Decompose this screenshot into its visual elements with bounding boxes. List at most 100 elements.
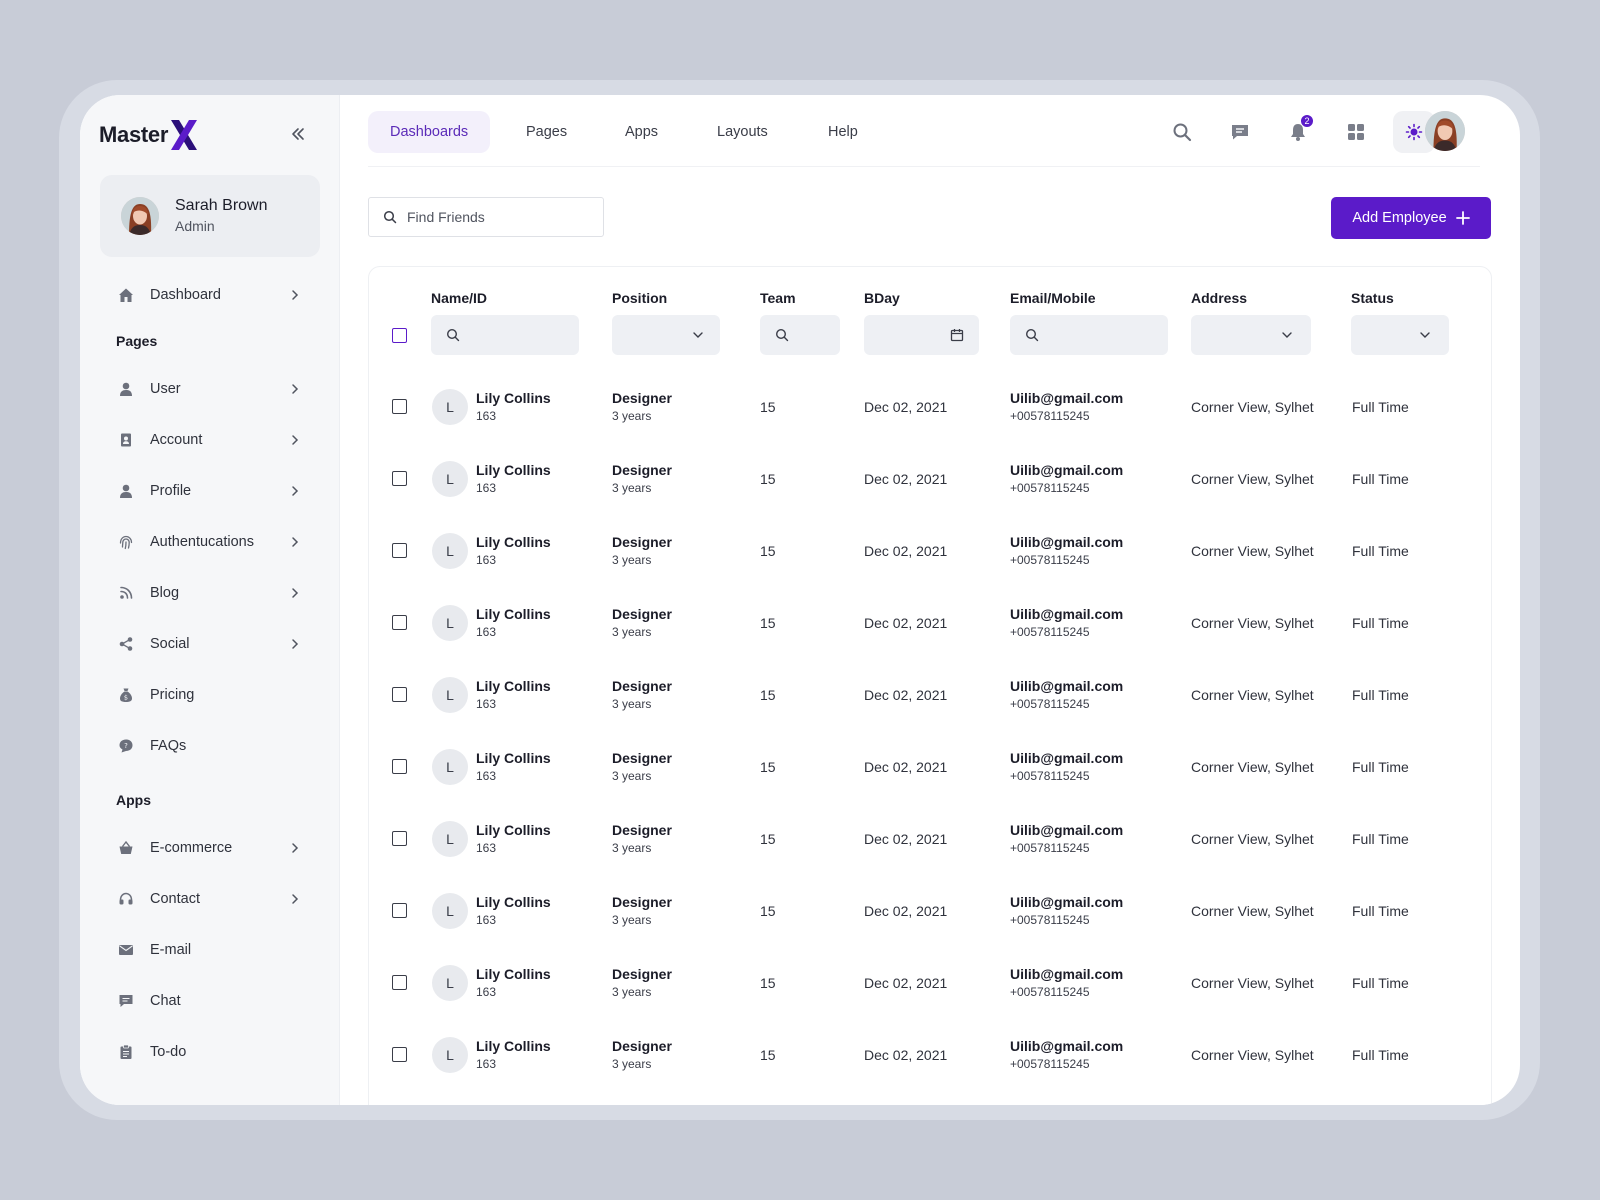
employee-mobile: +00578115245 [1010,913,1090,927]
table-row[interactable]: L Lily Collins 163 Designer 3 years 15 Dec 02,… [369,443,1493,515]
table-row[interactable]: L Lily Collins 163 Designer 3 years 15 Dec 02,… [369,587,1493,659]
tab-help[interactable]: Help [828,124,858,140]
column-header-address[interactable]: Address [1191,290,1248,306]
find-friends-input[interactable] [407,209,587,225]
name-filter-input[interactable] [431,315,579,355]
tab-pages[interactable]: Pages [526,124,568,140]
sidebar-item-account[interactable]: Account [117,428,307,452]
employee-name[interactable]: Lily Collins [476,966,551,982]
top-user-avatar[interactable] [1425,111,1465,151]
employee-name[interactable]: Lily Collins [476,822,551,838]
select-all-checkbox[interactable] [392,328,407,343]
collapse-sidebar-icon[interactable] [289,125,307,143]
row-checkbox[interactable] [392,543,407,558]
sidebar-item-social[interactable]: Social [117,632,307,656]
sidebar-item-user[interactable]: User [117,377,307,401]
row-checkbox[interactable] [392,1047,407,1062]
row-checkbox[interactable] [392,687,407,702]
sidebar-item-e-mail[interactable]: E-mail [117,938,307,962]
sidebar-item-contact[interactable]: Contact [117,887,307,911]
employee-email[interactable]: Uilib@gmail.com [1010,678,1124,694]
column-header-team[interactable]: Team [760,290,796,306]
position-filter-select[interactable] [612,315,720,355]
employee-name[interactable]: Lily Collins [476,462,551,478]
employee-email[interactable]: Uilib@gmail.com [1010,822,1124,838]
row-checkbox[interactable] [392,471,407,486]
employee-email[interactable]: Uilib@gmail.com [1010,1038,1124,1054]
mail-icon [117,941,135,959]
employee-position: Designer [612,678,672,694]
basket-icon [117,839,135,857]
table-row[interactable]: L Lily Collins 163 Designer 3 years 15 Dec 02,… [369,731,1493,803]
row-checkbox[interactable] [392,903,407,918]
employee-id: 163 [476,985,497,999]
team-filter-input[interactable] [760,315,840,355]
employee-email[interactable]: Uilib@gmail.com [1010,606,1124,622]
logo-x-mark-icon [171,120,198,150]
column-header-position[interactable]: Position [612,290,668,306]
tab-dashboards[interactable]: Dashboards [368,111,491,153]
email-filter-input[interactable] [1010,315,1168,355]
sidebar-item-to-do[interactable]: To-do [117,1040,307,1064]
employee-email[interactable]: Uilib@gmail.com [1010,750,1124,766]
sidebar-item-authentucations[interactable]: Authentucations [117,530,307,554]
column-header-bday[interactable]: BDay [864,290,900,306]
table-row[interactable]: L Lily Collins 163 Designer 3 years 15 Dec 02,… [369,515,1493,587]
sidebar-item-e-commerce[interactable]: E-commerce [117,836,307,860]
employee-email[interactable]: Uilib@gmail.com [1010,534,1124,550]
messages-icon[interactable] [1219,111,1261,153]
user-card[interactable]: Sarah Brown Admin [100,175,320,257]
table-row[interactable]: L Lily Collins 163 Designer 3 years 15 Dec 02,… [369,947,1493,1019]
apps-grid-icon[interactable] [1335,111,1377,153]
row-checkbox[interactable] [392,759,407,774]
employee-name[interactable]: Lily Collins [476,534,551,550]
chat-icon [117,992,135,1010]
employee-email[interactable]: Uilib@gmail.com [1010,390,1124,406]
row-checkbox[interactable] [392,399,407,414]
sidebar-item-dashboard[interactable]: Dashboard [117,283,307,307]
employee-position: Designer [612,750,672,766]
sidebar-item-pricing[interactable]: $ Pricing [117,683,307,707]
tab-apps[interactable]: Apps [625,124,659,140]
sidebar-item-label: Contact [150,891,200,907]
search-icon[interactable] [1161,111,1203,153]
employee-name[interactable]: Lily Collins [476,678,551,694]
sidebar-item-faqs[interactable]: ? FAQs [117,734,307,758]
table-row[interactable]: L Lily Collins 163 Designer 3 years 15 Dec 02,… [369,371,1493,443]
add-employee-button[interactable]: Add Employee [1331,197,1491,239]
employee-name[interactable]: Lily Collins [476,894,551,910]
plus-icon [1455,211,1470,225]
sidebar-item-label: Account [150,432,203,448]
row-checkbox[interactable] [392,831,407,846]
brand-logo[interactable]: Master [99,117,199,153]
employee-name[interactable]: Lily Collins [476,390,551,406]
notifications-bell-icon[interactable]: 2 [1277,111,1319,153]
employee-position: Designer [612,822,672,838]
table-row[interactable]: L Lily Collins 163 Designer 3 years 15 Dec 02,… [369,875,1493,947]
employee-name[interactable]: Lily Collins [476,606,551,622]
employee-bday: Dec 02, 2021 [864,903,948,919]
employee-email[interactable]: Uilib@gmail.com [1010,894,1124,910]
employee-email[interactable]: Uilib@gmail.com [1010,462,1124,478]
tab-layouts[interactable]: Layouts [717,124,768,140]
find-friends-search[interactable] [368,197,604,237]
table-row[interactable]: L Lily Collins 163 Designer 3 years 15 Dec 02,… [369,659,1493,731]
bday-date-picker[interactable] [864,315,979,355]
table-row[interactable]: L Lily Collins 163 Designer 3 years 15 Dec 02,… [369,803,1493,875]
sidebar-item-profile[interactable]: Profile [117,479,307,503]
status-filter-select[interactable] [1351,315,1449,355]
employee-name[interactable]: Lily Collins [476,1038,551,1054]
column-header-email-mobile[interactable]: Email/Mobile [1010,290,1096,306]
column-header-status[interactable]: Status [1351,290,1394,306]
address-filter-select[interactable] [1191,315,1311,355]
column-header-name-id[interactable]: Name/ID [431,290,488,306]
chevron-right-icon [292,537,299,547]
employee-email[interactable]: Uilib@gmail.com [1010,966,1124,982]
row-checkbox[interactable] [392,975,407,990]
row-checkbox[interactable] [392,615,407,630]
sidebar-item-blog[interactable]: Blog [117,581,307,605]
table-row[interactable]: L Lily Collins 163 Designer 3 years 15 Dec 02,… [369,1019,1493,1091]
sidebar-item-chat[interactable]: Chat [117,989,307,1013]
employee-name[interactable]: Lily Collins [476,750,551,766]
sidebar-item-label: Dashboard [150,287,221,303]
